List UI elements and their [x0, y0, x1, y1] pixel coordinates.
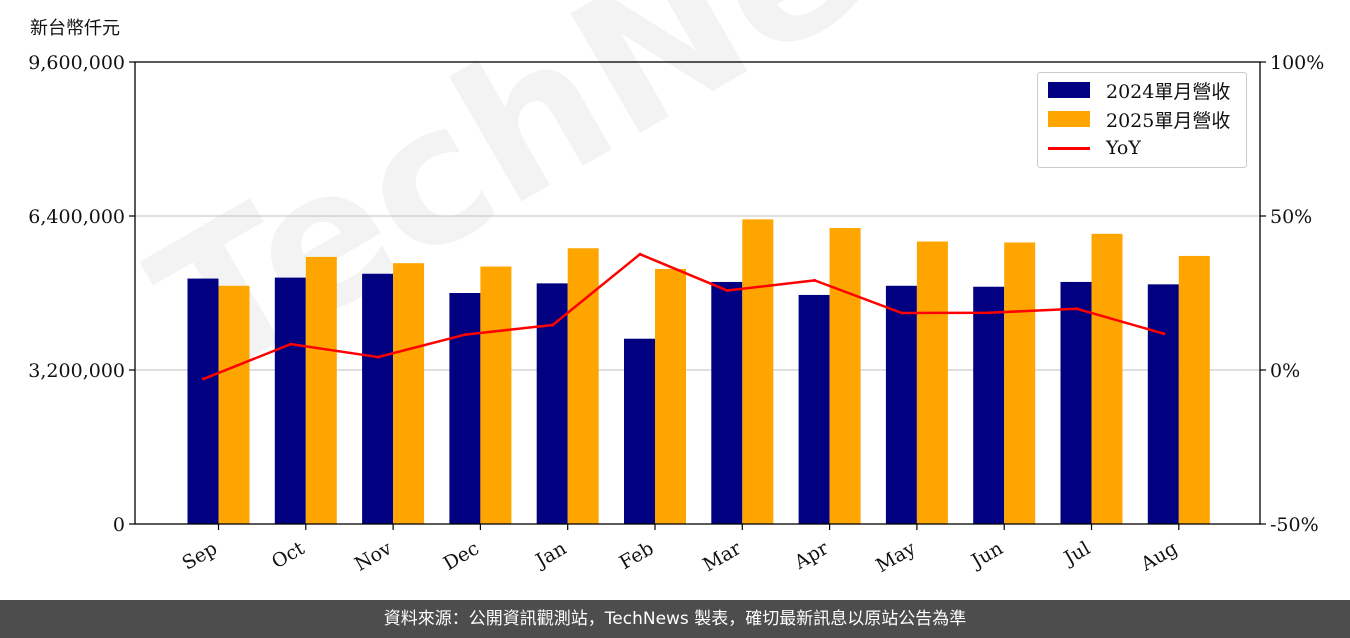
yoy-point-apr [813, 278, 817, 282]
yoy-line [202, 252, 1166, 381]
left-tick-label: 6,400,000 [28, 206, 125, 228]
legend-label-yoy: YoY [1106, 137, 1141, 159]
yoy-point-feb [638, 252, 642, 256]
bar-2025-feb [655, 268, 686, 524]
bar-2024-oct [274, 277, 306, 524]
x-tick-label-apr: Apr [790, 537, 833, 574]
yoy-point-aug [1162, 332, 1166, 336]
bar-2025-dec [480, 266, 512, 524]
bar-2024-mar [711, 281, 743, 524]
x-tick-label-jan: Jan [530, 537, 570, 573]
bar-2024-jun [973, 286, 1005, 524]
x-tick-label-aug: Aug [1136, 537, 1181, 576]
x-tick-label-mar: Mar [699, 537, 745, 576]
x-tick-label-jul: Jul [1059, 537, 1094, 570]
x-tick-label-dec: Dec [440, 537, 483, 575]
right-tick-label: 100% [1270, 52, 1324, 74]
legend: 2024單月營收 2025單月營收 YoY [1037, 72, 1247, 168]
unit-label: 新台幣仟元 [30, 18, 120, 39]
yoy-point-jun [987, 311, 991, 315]
yoy-point-nov [376, 355, 380, 359]
bar-2024-aug [1147, 284, 1179, 524]
bar-2025-jul [1091, 233, 1123, 524]
bar-2025-nov [393, 263, 425, 524]
bar-2024-feb [624, 338, 655, 524]
legend-swatch-2024 [1048, 82, 1090, 98]
yoy-series-line [203, 252, 1165, 381]
legend-label-2025: 2025單月營收 [1106, 109, 1231, 132]
x-tick-label-oct: Oct [268, 537, 309, 573]
bar-2025-jun [1004, 242, 1036, 524]
x-tick-label-jun: Jun [966, 537, 1007, 573]
revenue-chart: 0 3,200,000 6,400,000 9,600,000 -50% 0% 50% 100… [28, 52, 1324, 577]
left-tick-label: 9,600,000 [28, 52, 125, 74]
yoy-point-may [900, 311, 904, 315]
bar-2024-nov [362, 273, 394, 524]
bar-2024-may [885, 285, 917, 524]
yoy-point-dec [463, 333, 467, 337]
bar-2024-dec [449, 293, 481, 524]
bar-2024-sep [187, 278, 219, 524]
bar-2025-jan [567, 248, 599, 524]
legend-item-2024: 2024單月營收 [1048, 77, 1230, 103]
bar-2025-apr [829, 228, 861, 524]
right-tick-label: -50% [1270, 514, 1319, 536]
yoy-point-jan [551, 323, 555, 327]
x-tick-label-sep: Sep [178, 537, 221, 574]
yoy-point-mar [725, 289, 729, 293]
left-tick-label: 0 [113, 514, 125, 536]
yoy-point-oct [289, 342, 293, 346]
x-tick-label-may: May [872, 537, 919, 577]
bar-2024-jul [1060, 281, 1092, 524]
yoy-point-jul [1075, 307, 1078, 311]
bar-2024-jan [536, 283, 568, 524]
source-footer: 資料來源：公開資訊觀測站，TechNews 製表，確切最新訊息以原站公告為準 [0, 600, 1350, 638]
x-tick-label-nov: Nov [351, 537, 396, 576]
bar-2025-aug [1178, 255, 1210, 524]
bar-2025-may [916, 241, 948, 524]
legend-item-yoy: YoY [1048, 135, 1141, 161]
legend-line-yoy [1048, 146, 1090, 150]
bar-2025-mar [742, 219, 774, 524]
legend-swatch-2025 [1048, 111, 1090, 127]
left-tick-label: 3,200,000 [28, 360, 125, 382]
x-tick-label-feb: Feb [616, 537, 658, 574]
right-tick-label: 50% [1270, 206, 1312, 228]
plot-frame [134, 61, 1261, 525]
legend-label-2024: 2024單月營收 [1106, 80, 1231, 103]
bar-2025-sep [218, 285, 250, 524]
bar-2025-oct [305, 256, 337, 524]
bar-2024-apr [798, 294, 830, 524]
right-tick-label: 0% [1270, 360, 1300, 382]
legend-item-2025: 2025單月營收 [1048, 106, 1230, 132]
bars [187, 219, 1210, 524]
yoy-point-sep [202, 377, 205, 381]
